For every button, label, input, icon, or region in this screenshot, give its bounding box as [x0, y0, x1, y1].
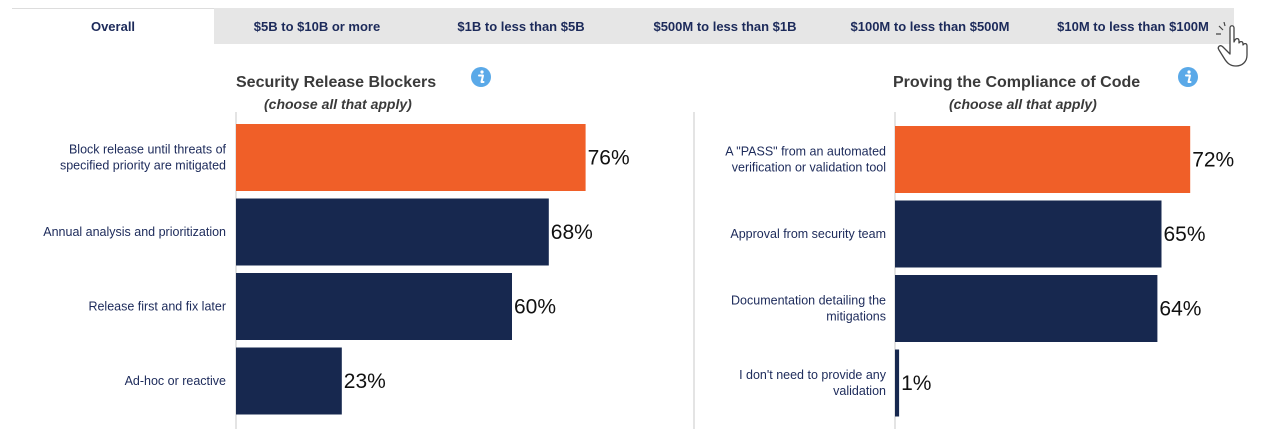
- chart-1-bar: [236, 198, 549, 266]
- chart-1-category-label: Block release until threats of: [69, 143, 227, 157]
- chart-2-bar: [895, 349, 900, 417]
- chart-2-value-label: 65%: [1164, 223, 1206, 246]
- chart-2-bar: [895, 126, 1191, 193]
- chart-2-category-label: A "PASS" from an automated: [725, 145, 886, 159]
- tab-1b-to-5b[interactable]: $1B to less than $5B: [457, 18, 585, 34]
- segment-tabs: Overall $5B to $10B or more $1B to less …: [12, 8, 1234, 44]
- tab-100m-to-500m[interactable]: $100M to less than $500M: [850, 18, 1010, 34]
- chart-1-category-label: specified priority are mitigated: [60, 159, 226, 173]
- chart-1-value-label: 60%: [514, 296, 556, 319]
- chart-1-title: Security Release Blockers: [236, 74, 437, 91]
- chart-2-category-label: validation: [833, 384, 886, 398]
- chart-2-value-label: 72%: [1192, 149, 1234, 172]
- chart-1-category-label: Release first and fix later: [88, 300, 226, 314]
- hand-pointer-icon: [1216, 22, 1248, 67]
- tab-5b-to-10b[interactable]: $5B to $10B or more: [253, 18, 381, 34]
- chart-1-value-label: 23%: [344, 370, 386, 393]
- chart-1-value-label: 68%: [551, 221, 593, 244]
- chart-2-subtitle: (choose all that apply): [949, 96, 1097, 112]
- chart-2-value-label: 64%: [1159, 298, 1201, 321]
- tab-500m-to-1b[interactable]: $500M to less than $1B: [653, 18, 797, 34]
- tab-10m-to-100m[interactable]: $10M to less than $100M: [1057, 18, 1209, 34]
- chart-2-category-label: Approval from security team: [730, 227, 886, 241]
- chart-1-subtitle: (choose all that apply): [264, 96, 412, 112]
- tab-overall[interactable]: Overall: [12, 8, 214, 44]
- chart-1-bar: [236, 273, 512, 340]
- chart-2-category-label: verification or validation tool: [732, 161, 886, 175]
- chart-2-category-label: I don't need to provide any: [739, 368, 887, 382]
- chart-2-title: Proving the Compliance of Code: [893, 74, 1141, 91]
- chart-1-category-label: Ad-hoc or reactive: [125, 374, 226, 388]
- chart-2-value-label: 1%: [901, 372, 931, 395]
- chart-2-category-label: mitigations: [826, 310, 886, 324]
- chart-1-bar: [236, 347, 342, 415]
- chart-1-bar: [236, 124, 586, 191]
- chart-2-bar: [895, 200, 1162, 268]
- chart-1-category-label: Annual analysis and prioritization: [43, 225, 226, 239]
- chart-2-bar: [895, 275, 1158, 342]
- info-icon[interactable]: [1178, 67, 1198, 87]
- info-icon[interactable]: [471, 67, 491, 87]
- chart-1-value-label: 76%: [588, 147, 630, 170]
- chart-2-category-label: Documentation detailing the: [731, 294, 886, 308]
